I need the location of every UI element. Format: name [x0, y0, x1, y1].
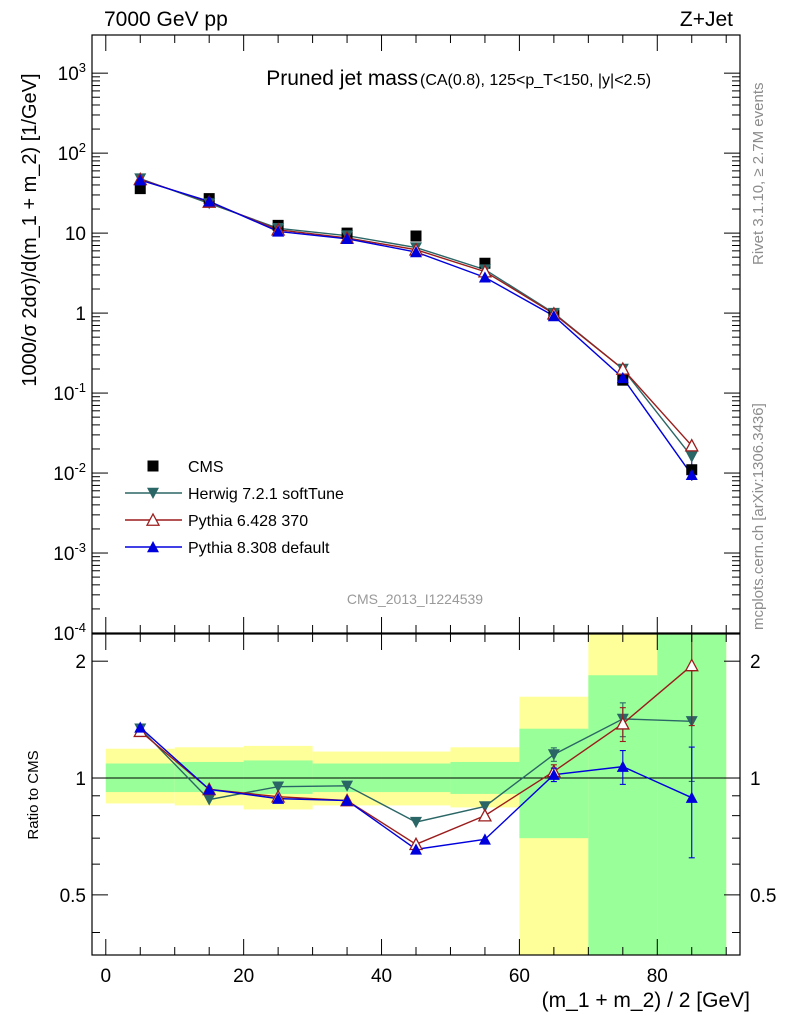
y-tick-label: 103	[58, 60, 86, 85]
data-point	[341, 232, 354, 244]
legend-label: CMS	[188, 459, 224, 476]
ratio-point	[410, 843, 422, 855]
legend-marker	[147, 460, 159, 472]
x-tick-label: 80	[647, 966, 668, 987]
ratio-point	[478, 833, 491, 845]
ratio-point	[341, 794, 354, 806]
ratio-point	[410, 816, 422, 829]
legend-label: Pythia 6.428 370	[188, 513, 308, 530]
header-right: Z+Jet	[680, 8, 733, 31]
ratio-point	[203, 794, 216, 806]
chart-title: Pruned jet mass	[266, 67, 418, 90]
y-tick-label: 10-3	[53, 540, 86, 565]
data-point	[272, 225, 285, 237]
y-axis-label: 1000/σ 2dσ)/d(m_1 + m_2) [1/GeV]	[19, 73, 41, 386]
legend-marker	[147, 487, 159, 499]
ratio-panel: 0 20 40 60 80 0.5 0.5 1 1 2 2 Ratio to CMS (m_1 + …	[25, 633, 776, 1012]
chart-subtitle: (CA(0.8), 125<p_T<150, |y|<2.5)	[420, 72, 651, 89]
x-axis-label: (m_1 + m_2) / 2 [GeV]	[542, 989, 750, 1012]
legend-label: Herwig 7.2.1 softTune	[188, 486, 344, 503]
legend-marker	[145, 512, 161, 526]
data-point	[684, 438, 699, 452]
ratio-point	[341, 780, 354, 792]
mcplots-label: mcplots.cern.ch [arXiv:1306.3436]	[750, 403, 767, 630]
ratio-point	[203, 783, 216, 795]
ratio-tick-label: 0.5	[750, 886, 776, 907]
legend-marker	[147, 541, 159, 553]
ratio-tick-label: 2	[75, 652, 86, 673]
data-point	[547, 309, 560, 322]
y-tick-label: 10	[65, 224, 86, 245]
rivet-version-label: Rivet 3.1.10, ≥ 2.7M events	[750, 83, 767, 266]
legend-label: Pythia 8.308 default	[188, 540, 330, 557]
series-line	[140, 178, 693, 447]
ratio-point	[477, 808, 493, 822]
ratio-tick-label: 1	[750, 769, 761, 790]
analysis-watermark: CMS_2013_I1224539	[347, 591, 483, 607]
ratio-point	[547, 768, 560, 780]
legend: CMS Herwig 7.2.1 softTune Pythia 6.428 370…	[125, 459, 344, 557]
data-point	[616, 371, 629, 384]
series-line	[140, 179, 693, 476]
y-tick-label: 10-4	[53, 620, 86, 645]
data-point	[685, 468, 698, 481]
data-point	[203, 195, 216, 207]
ratio-point	[685, 791, 698, 803]
y-tick-label: 102	[58, 140, 86, 165]
x-tick-label: 40	[371, 966, 392, 987]
series-line	[140, 177, 693, 458]
data-point	[478, 271, 491, 283]
ratio-tick-label: 2	[750, 652, 761, 673]
ratio-tick-label: 0.5	[60, 886, 86, 907]
data-point	[685, 451, 698, 463]
ratio-point	[684, 658, 699, 672]
ratio-point	[272, 792, 285, 804]
header-left: 7000 GeV pp	[104, 8, 228, 31]
data-point	[479, 257, 491, 269]
data-point	[410, 230, 422, 242]
uncertainty-band-inner	[519, 728, 589, 839]
data-point	[134, 183, 146, 195]
ratio-point	[615, 716, 630, 730]
main-panel: 10-4 10-3 10-2 10-1 1 10 102 103 Pruned jet mas…	[19, 34, 741, 645]
y-tick-label: 1	[75, 304, 86, 325]
data-point	[134, 174, 147, 186]
ratio-point	[272, 781, 285, 793]
y-tick-label: 10-1	[53, 380, 86, 405]
ratio-axis-label: Ratio to CMS	[25, 750, 42, 839]
x-tick-label: 60	[509, 966, 530, 987]
ratio-tick-label: 1	[75, 769, 86, 790]
ratio-point	[134, 721, 147, 733]
ratio-point	[547, 749, 560, 761]
data-point	[410, 246, 422, 258]
y-tick-label: 10-2	[53, 460, 86, 485]
ratio-point	[616, 760, 629, 772]
x-tick-label: 0	[100, 966, 111, 987]
x-tick-label: 20	[233, 966, 254, 987]
ratio-point	[478, 801, 491, 813]
